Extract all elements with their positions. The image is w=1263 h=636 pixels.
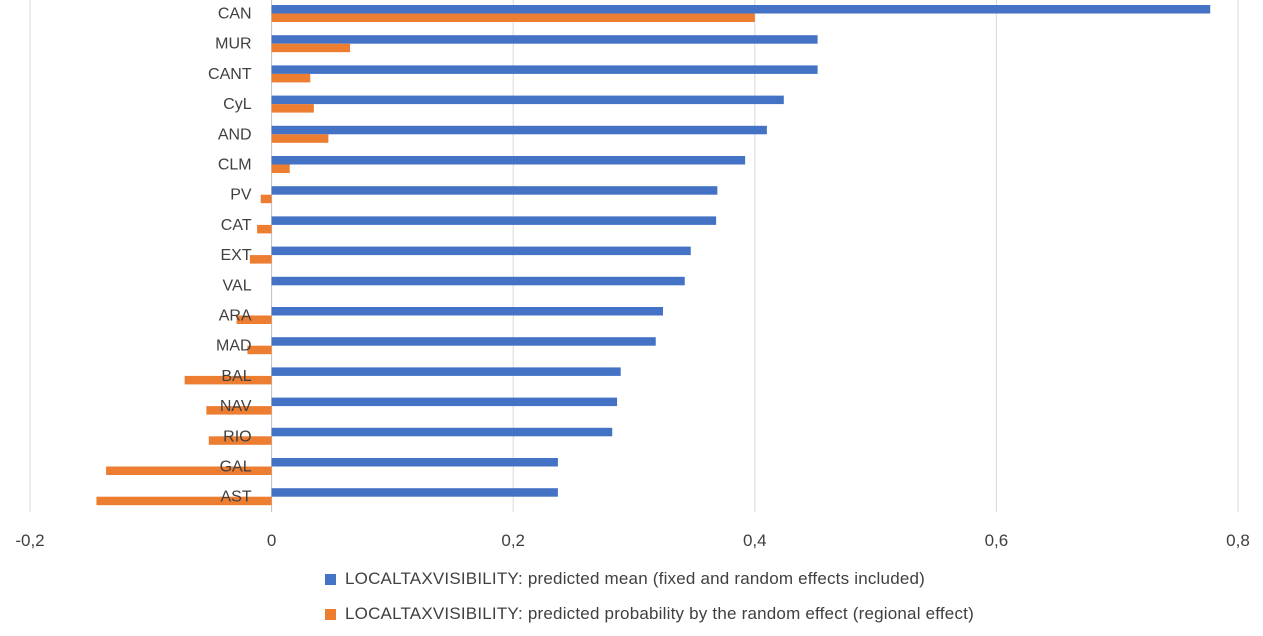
legend-item-regional-effect: LOCALTAXVISIBILITY: predicted probabilit… — [325, 601, 974, 627]
bar-predicted-mean-ext — [271, 246, 691, 256]
category-label-clm: CLM — [218, 157, 252, 174]
category-label-gal: GAL — [220, 459, 252, 476]
x-tick-label: 0,2 — [501, 531, 525, 550]
bar-regional-effect-ext — [249, 255, 272, 264]
category-label-rio: RIO — [223, 428, 251, 445]
x-tick-label: 0,4 — [743, 531, 767, 550]
legend: LOCALTAXVISIBILITY: predicted mean (fixe… — [325, 566, 974, 636]
bar-predicted-mean-and — [271, 125, 767, 135]
category-label-cant: CANT — [208, 66, 252, 83]
legend-label-predicted-mean: LOCALTAXVISIBILITY: predicted mean (fixe… — [345, 569, 926, 588]
legend-swatch-blue — [325, 573, 336, 585]
bar-predicted-mean-ast — [271, 488, 558, 497]
category-label-and: AND — [218, 126, 252, 143]
category-labels: CAN MUR CANT CyL AND CLM PV CAT EXT VAL ARA MAD BAL N… — [208, 6, 252, 506]
bar-regional-effect-cyl — [271, 104, 314, 113]
category-label-val: VAL — [223, 277, 252, 294]
bars — [96, 5, 1211, 506]
bar-predicted-mean-mad — [271, 337, 656, 346]
bar-predicted-mean-can — [271, 5, 1211, 14]
bar-regional-effect-and — [271, 134, 329, 143]
bar-predicted-mean-rio — [271, 427, 613, 437]
category-label-ext: EXT — [220, 247, 251, 264]
category-label-ara: ARA — [219, 308, 252, 325]
bar-predicted-mean-cyl — [271, 95, 784, 105]
bar-regional-effect-mad — [247, 345, 272, 355]
bar-regional-effect-gal — [106, 466, 272, 475]
bar-predicted-mean-ara — [271, 307, 663, 316]
x-axis-tick-labels: -0,2 0 0,2 0,4 0,6 0,8 — [15, 531, 1249, 550]
bar-regional-effect-bal — [184, 375, 272, 385]
bar-predicted-mean-mur — [271, 35, 818, 44]
bar-regional-effect-cat — [257, 224, 272, 234]
bar-regional-effect-rio — [208, 436, 272, 445]
bar-regional-effect-cant — [271, 73, 311, 83]
bar-predicted-mean-clm — [271, 156, 746, 165]
gridlines — [29, 0, 1239, 512]
category-label-mur: MUR — [215, 36, 251, 53]
x-tick-label: -0,2 — [15, 531, 44, 550]
bar-predicted-mean-pv — [271, 186, 718, 195]
category-label-cat: CAT — [221, 217, 252, 234]
x-tick-label: 0,6 — [985, 531, 1009, 550]
x-tick-label: 0,8 — [1226, 531, 1250, 550]
bar-regional-effect-ast — [96, 496, 272, 506]
x-tick-label: 0 — [267, 531, 276, 550]
bar-regional-effect-can — [271, 13, 755, 22]
bar-regional-effect-clm — [271, 164, 290, 173]
bar-predicted-mean-bal — [271, 367, 621, 376]
bar-regional-effect-mur — [271, 43, 351, 53]
category-label-ast: AST — [220, 489, 251, 506]
category-label-mad: MAD — [216, 338, 252, 355]
bar-predicted-mean-cant — [271, 65, 818, 74]
category-label-can: CAN — [218, 6, 252, 23]
bar-predicted-mean-gal — [271, 458, 558, 467]
bar-predicted-mean-cat — [271, 216, 717, 225]
bar-predicted-mean-nav — [271, 397, 618, 407]
bar-predicted-mean-val — [271, 276, 685, 286]
category-label-bal: BAL — [221, 368, 251, 385]
bar-regional-effect-pv — [260, 194, 272, 204]
legend-item-predicted-mean: LOCALTAXVISIBILITY: predicted mean (fixe… — [325, 566, 974, 592]
category-label-nav: NAV — [220, 398, 252, 415]
bar-regional-effect-ara — [236, 315, 272, 324]
legend-swatch-orange — [325, 608, 336, 620]
bar-chart: CAN MUR CANT CyL AND CLM PV CAT EXT VAL ARA MAD BAL N… — [15, 0, 1250, 550]
bar-regional-effect-nav — [206, 406, 272, 415]
legend-label-regional-effect: LOCALTAXVISIBILITY: predicted probabilit… — [345, 604, 974, 623]
category-label-cyl: CyL — [223, 96, 252, 113]
category-label-pv: PV — [230, 187, 252, 204]
